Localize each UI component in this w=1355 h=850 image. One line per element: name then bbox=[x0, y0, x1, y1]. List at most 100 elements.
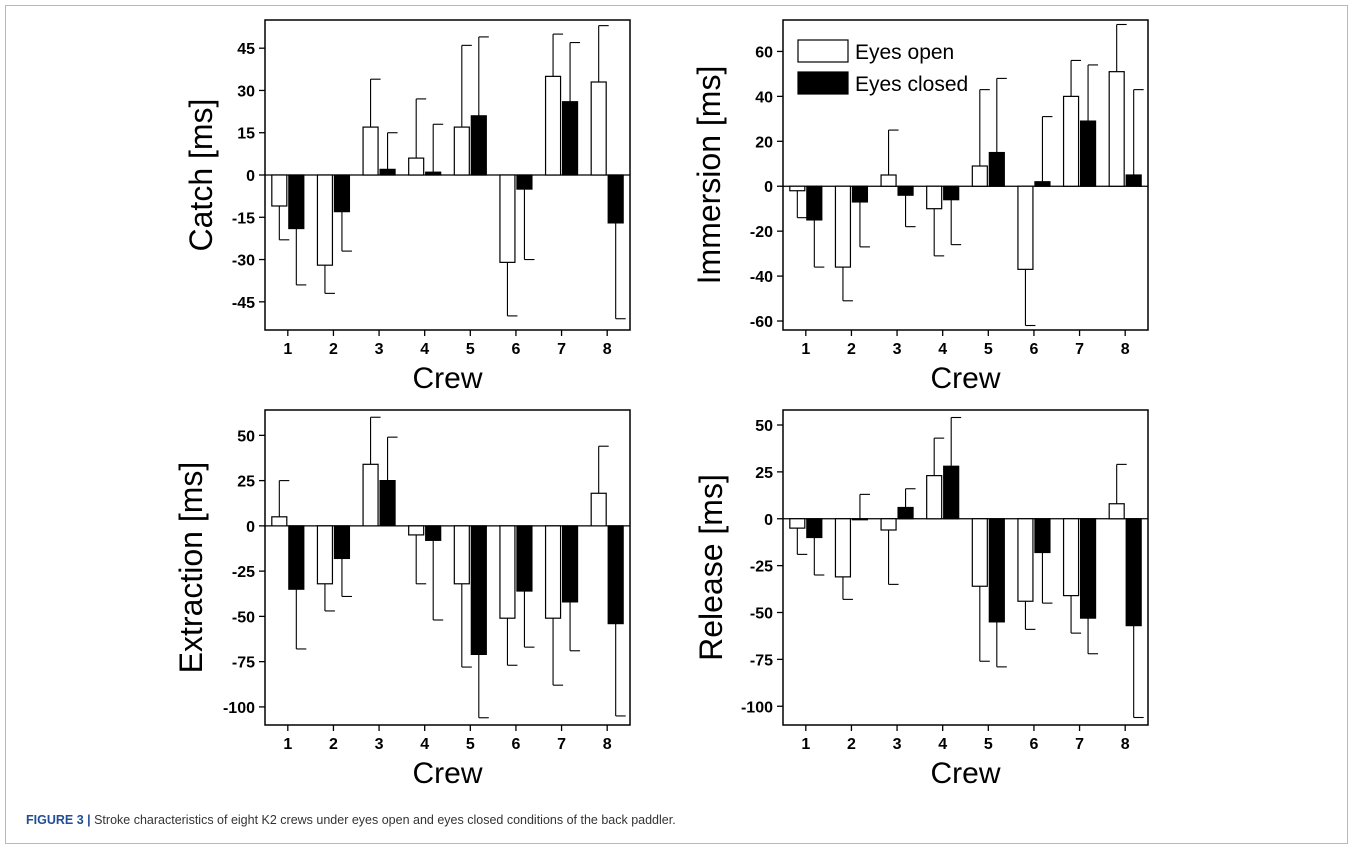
x-tick-label: 1 bbox=[283, 341, 292, 358]
caption-text: Stroke characteristics of eight K2 crews… bbox=[90, 813, 676, 827]
legend-label: Eyes closed bbox=[855, 73, 968, 96]
bar-eyes-closed bbox=[516, 525, 533, 592]
x-tick-label: 1 bbox=[801, 341, 810, 358]
bar-eyes-closed bbox=[1125, 518, 1142, 627]
bar-eyes-open bbox=[1062, 518, 1080, 597]
bar-eyes-closed bbox=[561, 525, 579, 603]
y-tick-label: -100 bbox=[223, 700, 255, 717]
bar-eyes-closed bbox=[806, 185, 823, 221]
x-tick-label: 5 bbox=[984, 341, 993, 358]
bar-eyes-open bbox=[271, 516, 288, 527]
x-tick-label: 8 bbox=[1121, 736, 1130, 753]
bar-eyes-open bbox=[499, 174, 516, 263]
bar-eyes-open bbox=[880, 174, 897, 187]
bar-eyes-open bbox=[834, 185, 852, 268]
y-tick-label: -25 bbox=[750, 559, 773, 576]
x-axis-label: Crew bbox=[412, 757, 482, 790]
y-tick-label: -100 bbox=[741, 699, 773, 716]
y-tick-label: -60 bbox=[750, 314, 773, 331]
y-axis-label: Catch [ms] bbox=[183, 99, 219, 252]
bar-eyes-open bbox=[789, 185, 806, 192]
panel-immersion: 60 40 20 0 -20 -40 -60 Immersion [ms] 1 2 3 4 5 6 7 8 Cr… bbox=[691, 19, 1149, 395]
bar-eyes-closed bbox=[425, 525, 442, 541]
bar-eyes-closed bbox=[425, 171, 442, 176]
bar-eyes-open bbox=[453, 126, 470, 176]
bar-eyes-open bbox=[1062, 95, 1080, 187]
bar-eyes-closed bbox=[561, 101, 579, 176]
y-axis-label: Immersion [ms] bbox=[691, 66, 727, 285]
x-tick-label: 8 bbox=[603, 736, 612, 753]
bar-eyes-closed bbox=[333, 525, 351, 560]
bar-eyes-open bbox=[926, 185, 943, 210]
x-tick-label: 4 bbox=[420, 736, 429, 753]
y-tick-label: 30 bbox=[237, 83, 255, 100]
y-tick-label: 0 bbox=[246, 519, 255, 536]
bar-eyes-open bbox=[971, 518, 988, 587]
x-tick-label: 3 bbox=[893, 736, 902, 753]
y-tick-label: 15 bbox=[237, 126, 255, 143]
x-axis-label: Crew bbox=[930, 757, 1000, 790]
bar-eyes-open bbox=[408, 157, 425, 176]
bar-eyes-closed bbox=[943, 185, 960, 201]
bar-eyes-open bbox=[408, 525, 425, 536]
figure-frame bbox=[5, 5, 1348, 844]
x-tick-label: 1 bbox=[801, 736, 810, 753]
bar-eyes-closed bbox=[379, 480, 396, 527]
bar-eyes-open bbox=[362, 463, 379, 527]
legend-label: Eyes open bbox=[855, 41, 954, 64]
y-tick-label: -75 bbox=[750, 652, 773, 669]
bar-eyes-closed bbox=[470, 115, 487, 176]
bar-eyes-open bbox=[1017, 518, 1034, 602]
y-tick-label: 0 bbox=[764, 179, 773, 196]
caption-label: FIGURE 3 | bbox=[26, 813, 91, 827]
bar-eyes-closed bbox=[988, 518, 1005, 623]
legend-swatch-eyes-open bbox=[797, 39, 849, 63]
bar-eyes-open bbox=[1017, 185, 1034, 270]
bar-eyes-open bbox=[880, 518, 897, 531]
x-tick-label: 2 bbox=[847, 341, 856, 358]
y-tick-label: -40 bbox=[750, 269, 773, 286]
y-tick-label: 50 bbox=[237, 428, 255, 445]
x-tick-label: 2 bbox=[847, 736, 856, 753]
bar-eyes-open bbox=[362, 126, 379, 176]
x-tick-label: 7 bbox=[557, 736, 566, 753]
y-tick-label: -25 bbox=[232, 564, 255, 581]
y-tick-label: 0 bbox=[246, 168, 255, 185]
plot-frame bbox=[264, 409, 631, 726]
bar-eyes-closed bbox=[897, 506, 914, 520]
x-tick-label: 1 bbox=[283, 736, 292, 753]
x-tick-label: 8 bbox=[1121, 341, 1130, 358]
y-tick-label: -50 bbox=[232, 609, 255, 626]
bar-eyes-closed bbox=[1125, 174, 1142, 187]
bar-eyes-closed bbox=[288, 525, 305, 590]
bar-eyes-closed bbox=[607, 525, 624, 625]
bar-eyes-closed bbox=[516, 174, 533, 190]
bar-eyes-open bbox=[834, 518, 852, 578]
bar-eyes-open bbox=[590, 81, 607, 176]
legend: Eyes open Eyes closed bbox=[797, 39, 968, 96]
figure-caption: FIGURE 3 | Stroke characteristics of eig… bbox=[26, 813, 676, 827]
bar-eyes-closed bbox=[988, 151, 1005, 187]
y-axis-label: Release [ms] bbox=[693, 474, 729, 661]
x-tick-label: 6 bbox=[511, 341, 520, 358]
bar-eyes-open bbox=[590, 492, 607, 527]
bar-eyes-open bbox=[1108, 503, 1125, 520]
bar-eyes-closed bbox=[1034, 518, 1051, 554]
x-tick-label: 4 bbox=[938, 341, 947, 358]
bar-eyes-closed bbox=[470, 525, 487, 655]
bar-eyes-open bbox=[316, 174, 334, 266]
x-tick-label: 5 bbox=[984, 736, 993, 753]
x-tick-label: 3 bbox=[893, 341, 902, 358]
y-tick-label: -15 bbox=[232, 210, 255, 227]
bar-eyes-closed bbox=[1034, 181, 1051, 187]
x-tick-label: 4 bbox=[420, 341, 429, 358]
plot-frame bbox=[782, 19, 1149, 331]
x-axis-label: Crew bbox=[930, 362, 1000, 395]
bar-eyes-open bbox=[789, 518, 806, 529]
x-tick-label: 2 bbox=[329, 341, 338, 358]
panel-extraction: 50 25 0 -25 -50 -75 -100 Extraction [ms] 1 2 3 4 5 6 7… bbox=[173, 409, 631, 790]
x-tick-label: 6 bbox=[1029, 736, 1038, 753]
y-axis-label: Extraction [ms] bbox=[173, 462, 209, 674]
bar-eyes-closed bbox=[806, 518, 823, 539]
